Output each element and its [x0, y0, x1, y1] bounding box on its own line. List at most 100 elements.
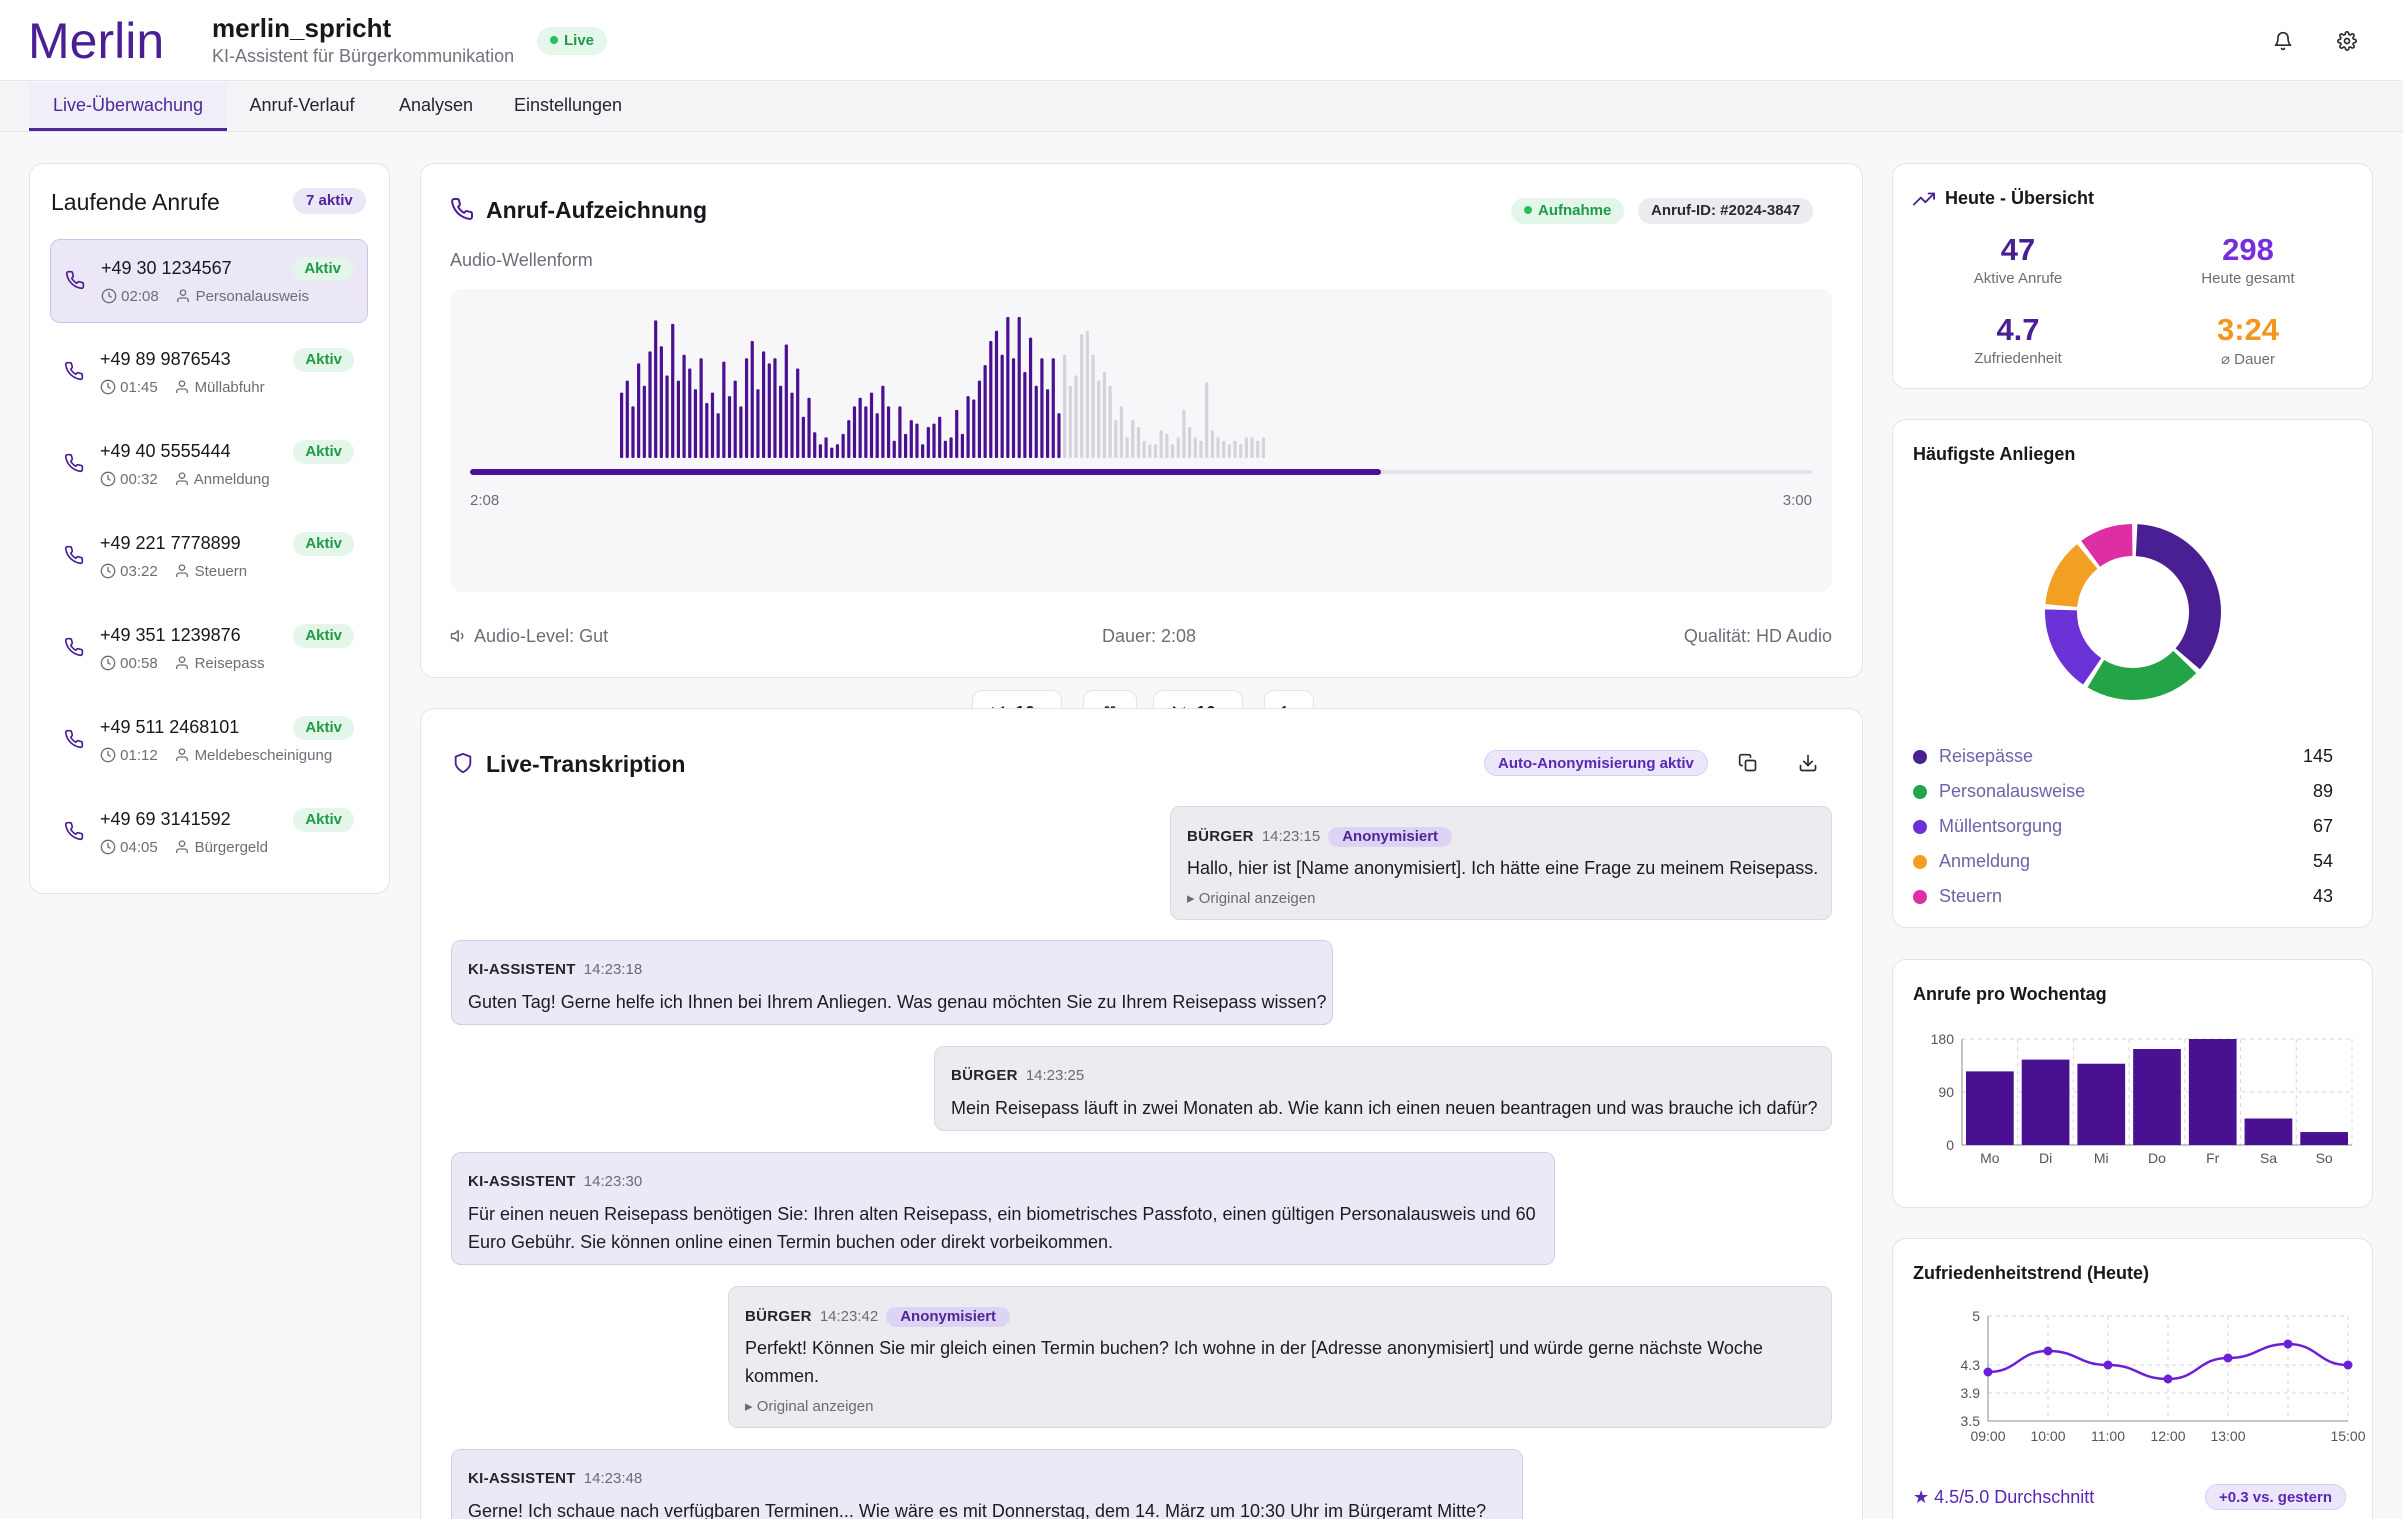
call-number: +49 221 7778899: [100, 533, 241, 553]
satisfaction-average: ★ 4.5/5.0 Durchschnitt: [1913, 1487, 2094, 1508]
call-meta: 04:05 Bürgergeld: [100, 839, 268, 856]
settings-button[interactable]: [2332, 26, 2362, 56]
bar[interactable]: [1966, 1071, 2014, 1145]
data-point[interactable]: [2103, 1360, 2113, 1370]
bar[interactable]: [2244, 1118, 2293, 1146]
stat-satisfaction-value: 4.7: [1996, 312, 2040, 347]
stat-today-total-label: Heute gesamt: [2201, 270, 2295, 287]
waveform-bar: [841, 433, 845, 458]
waveform-bar: [790, 392, 794, 458]
topics-donut-chart[interactable]: [2033, 512, 2233, 712]
bar[interactable]: [2133, 1049, 2181, 1145]
data-point[interactable]: [2043, 1346, 2053, 1356]
transcript-message: KI-ASSISTENT 14:23:30 Für einen neuen Rei…: [451, 1152, 1555, 1265]
bar[interactable]: [2077, 1063, 2126, 1145]
waveform-bar: [864, 406, 868, 458]
playback-track[interactable]: [470, 469, 1812, 475]
tab-anruf-verlauf[interactable]: Anruf-Verlauf: [249, 95, 355, 115]
clock-icon: [100, 839, 116, 855]
call-list-item[interactable]: +49 69 3141592 Aktiv 04:05 Bürgergeld: [50, 791, 368, 875]
star-icon: ★: [1913, 1487, 1930, 1507]
call-list-item[interactable]: +49 351 1239876 Aktiv 00:58 Reisepass: [50, 607, 368, 691]
y-tick-label: 90: [1938, 1084, 1954, 1100]
bar[interactable]: [2021, 1059, 2070, 1145]
waveform-bar: [688, 368, 692, 458]
data-point[interactable]: [1983, 1367, 1993, 1377]
recording-dot-icon: [1524, 206, 1532, 214]
merlin-logo[interactable]: Merlin: [28, 14, 200, 66]
call-list-item[interactable]: +49 89 9876543 Aktiv 01:45 Müllabfuhr: [50, 331, 368, 415]
show-original-toggle[interactable]: ▸ Original anzeigen: [745, 1398, 874, 1415]
call-duration: 00:58: [120, 655, 158, 672]
recording-panel: Anruf-Aufzeichnung Aufnahme Anruf-ID: #2…: [420, 163, 1863, 736]
waveform-bar: [852, 406, 857, 458]
bar[interactable]: [2300, 1132, 2348, 1145]
waveform-bar: [1136, 427, 1141, 458]
show-original-toggle[interactable]: ▸ Original anzeigen: [1187, 890, 1316, 907]
call-meta: 01:45 Müllabfuhr: [100, 379, 265, 396]
call-meta: 03:22 Steuern: [100, 563, 247, 580]
data-point[interactable]: [2343, 1360, 2353, 1370]
data-point[interactable]: [2223, 1353, 2233, 1363]
message-speaker: BÜRGER: [951, 1067, 1018, 1084]
data-point[interactable]: [2163, 1374, 2173, 1384]
waveform-bar: [1017, 316, 1021, 458]
donut-slice[interactable]: [2045, 544, 2098, 607]
x-tick-label: So: [2316, 1150, 2333, 1166]
call-number: +49 351 1239876: [100, 625, 241, 645]
waveform-bar: [722, 361, 726, 458]
tab-einstellungen[interactable]: Einstellungen: [513, 95, 623, 115]
bar[interactable]: [2188, 1039, 2237, 1145]
waveform-bar: [1148, 444, 1152, 458]
waveform-bar: [1256, 440, 1260, 458]
message-speaker: KI-ASSISTENT: [468, 961, 576, 978]
waveform-visualization[interactable]: [450, 289, 1832, 479]
waveform-bar: [796, 368, 800, 458]
donut-slice[interactable]: [2045, 609, 2102, 685]
message-header: KI-ASSISTENT 14:23:30: [468, 1173, 642, 1190]
waveform-bar: [892, 440, 896, 458]
transcript-message: KI-ASSISTENT 14:23:48 Gerne! Ich schaue n…: [451, 1449, 1523, 1519]
call-duration: 02:08: [121, 288, 159, 305]
call-list-item[interactable]: +49 40 5555444 Aktiv 00:32 Anmeldung: [50, 423, 368, 507]
waveform-bar: [813, 432, 817, 458]
tab-analysen[interactable]: Analysen: [398, 95, 474, 115]
stat-active-calls-value: 47: [2000, 232, 2036, 267]
phone-icon: [64, 361, 84, 381]
playback-progress: [470, 469, 1382, 475]
waveform-bar: [727, 396, 732, 458]
call-list-item[interactable]: +49 511 2468101 Aktiv 01:12 Meldebeschein…: [50, 699, 368, 783]
donut-slice[interactable]: [2135, 524, 2221, 670]
message-time: 14:23:18: [583, 961, 643, 978]
message-time: 14:23:15: [1261, 828, 1321, 845]
legend-label: Reisepässe: [1939, 746, 2034, 766]
overview-panel: Heute - Übersicht 47 Aktive Anrufe 298 H…: [1892, 163, 2373, 389]
waveform-bar: [1244, 437, 1248, 458]
tab-live-ueberwachung[interactable]: Live-Überwachung: [29, 82, 227, 131]
waveform-area: 2:08 3:00: [450, 289, 1832, 592]
copy-transcript-button[interactable]: [1734, 749, 1762, 777]
donut-slice[interactable]: [2081, 524, 2133, 567]
call-list-item[interactable]: +49 30 1234567 Aktiv 02:08 Personalauswei…: [50, 239, 368, 323]
transcript-message: BÜRGER 14:23:25 Mein Reisepass läuft in z…: [934, 1046, 1832, 1131]
notification-bell-button[interactable]: [2268, 26, 2298, 56]
waveform-bar: [926, 427, 930, 458]
data-point[interactable]: [2283, 1339, 2293, 1349]
donut-slice[interactable]: [2087, 650, 2197, 700]
waveform-bar: [710, 392, 715, 458]
message-text: Perfekt! Können Sie mir gleich einen Ter…: [745, 1334, 1763, 1390]
waveform-bar: [1227, 444, 1231, 458]
waveform-bar: [949, 437, 953, 458]
waveform-bar: [733, 380, 737, 458]
waveform-bar: [682, 354, 686, 458]
waveform-bar: [1051, 358, 1055, 458]
waveform-bar: [739, 406, 743, 458]
waveform-bar: [1028, 337, 1033, 458]
app-header: Merlin merlin_spricht KI-Assistent für B…: [0, 0, 2403, 81]
message-header: BÜRGER 14:23:15 Anonymisiert: [1187, 827, 1453, 847]
stat-satisfaction-label: Zufriedenheit: [1974, 350, 2062, 367]
call-phone-icon: [64, 821, 84, 846]
download-transcript-button[interactable]: [1794, 749, 1822, 777]
call-list-item[interactable]: +49 221 7778899 Aktiv 03:22 Steuern: [50, 515, 368, 599]
waveform-bar: [648, 351, 652, 458]
